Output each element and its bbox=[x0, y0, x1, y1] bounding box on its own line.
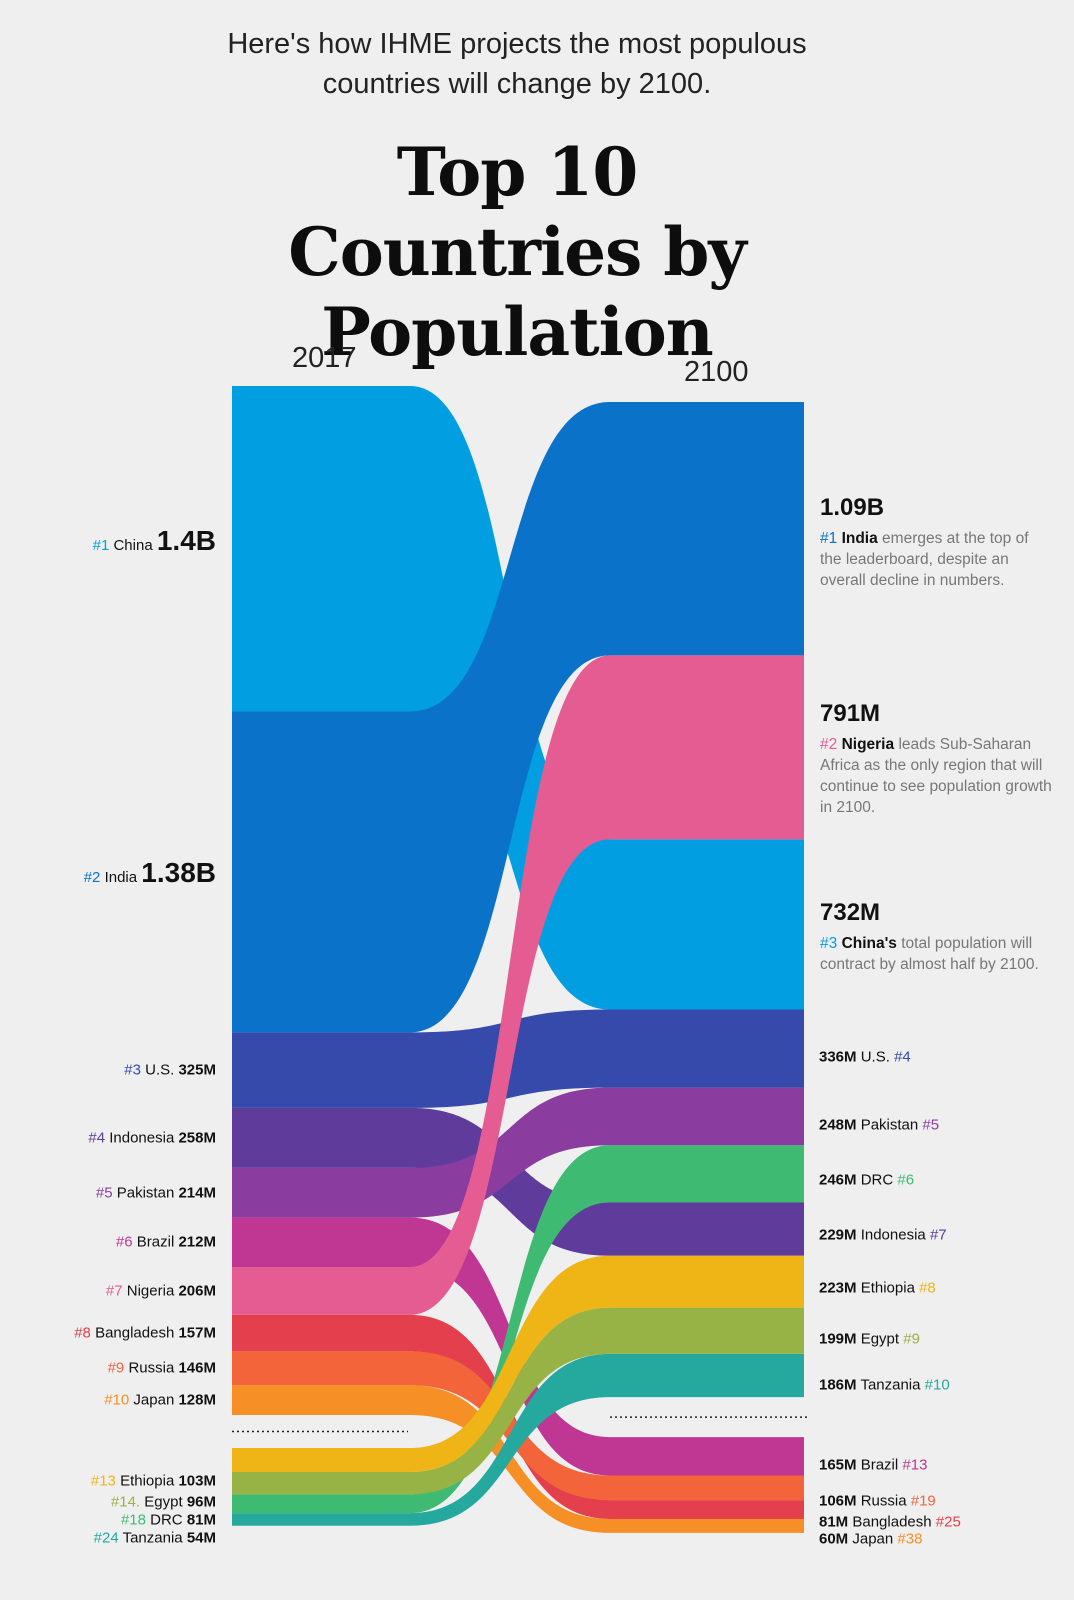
flow-us bbox=[232, 1009, 804, 1108]
label-2100-russia: 106M Russia #19 bbox=[819, 1492, 936, 1510]
label-2100-indonesia: 229M Indonesia #7 bbox=[819, 1226, 947, 1244]
label-2017-china: #1 China 1.4B bbox=[92, 525, 216, 556]
annotation-2: 791M #2 Nigeria leads Sub-Saharan Africa … bbox=[820, 700, 1052, 816]
label-2017-nigeria: #7 Nigeria 206M bbox=[105, 1282, 216, 1300]
label-2017-bangladesh: #8 Bangladesh 157M bbox=[74, 1324, 216, 1342]
label-2100-drc: 246M DRC #6 bbox=[819, 1171, 915, 1189]
label-2100-egypt: 199M Egypt #9 bbox=[819, 1330, 920, 1348]
label-2017-us: #3 U.S. 325M bbox=[124, 1061, 216, 1079]
flow-egypt bbox=[232, 1307, 804, 1495]
header: Here's how IHME projects the most populo… bbox=[0, 24, 1034, 372]
annotation-1: 1.09B #1 India emerges at the top of the … bbox=[820, 494, 1029, 589]
flow-nigeria bbox=[232, 655, 804, 1315]
label-2017-pakistan: #5 Pakistan 214M bbox=[95, 1184, 216, 1202]
label-2017-brazil: #6 Brazil 212M bbox=[115, 1233, 216, 1251]
label-2017-russia: #9 Russia 146M bbox=[107, 1359, 216, 1377]
year-2100-label: 2100 bbox=[684, 356, 749, 388]
label-2017-india: #2 India 1.38B bbox=[83, 857, 216, 888]
label-2100-us: 336M U.S. #4 bbox=[819, 1048, 911, 1066]
annotation-3: 732M #3 China's total population will con… bbox=[820, 899, 1039, 973]
label-2100-japan: 60M Japan #38 bbox=[819, 1530, 923, 1548]
label-2017-japan: #10 Japan 128M bbox=[104, 1391, 216, 1409]
label-2100-pakistan: 248M Pakistan #5 bbox=[819, 1116, 940, 1134]
label-2100-ethiopia: 223M Ethiopia #8 bbox=[819, 1279, 936, 1297]
flow-tanzania bbox=[232, 1353, 804, 1526]
label-2017-egypt: #14. Egypt 96M bbox=[110, 1493, 216, 1511]
chart-title: Top 10 Countries by Population bbox=[288, 133, 746, 371]
subtitle: Here's how IHME projects the most populo… bbox=[227, 28, 807, 100]
flow-india bbox=[232, 402, 804, 1033]
label-2017-ethiopia: #13 Ethiopia 103M bbox=[90, 1472, 216, 1490]
flow-pakistan bbox=[232, 1087, 804, 1218]
year-2017-label: 2017 bbox=[292, 342, 357, 374]
label-2017-drc: #18 DRC 81M bbox=[120, 1511, 216, 1529]
flow-drc bbox=[232, 1145, 804, 1514]
label-2100-bangladesh: 81M Bangladesh #25 bbox=[819, 1513, 961, 1531]
label-2017-indonesia: #4 Indonesia 258M bbox=[88, 1129, 216, 1147]
flow-bangladesh bbox=[232, 1314, 804, 1519]
flow-japan bbox=[232, 1385, 804, 1533]
flow-ethiopia bbox=[232, 1255, 804, 1472]
label-2100-tanzania: 186M Tanzania #10 bbox=[819, 1376, 950, 1394]
label-2100-brazil: 165M Brazil #13 bbox=[819, 1456, 928, 1474]
label-2017-tanzania: #24 Tanzania 54M bbox=[93, 1529, 216, 1547]
flow-indonesia bbox=[232, 1107, 804, 1256]
flow-brazil bbox=[232, 1217, 804, 1476]
